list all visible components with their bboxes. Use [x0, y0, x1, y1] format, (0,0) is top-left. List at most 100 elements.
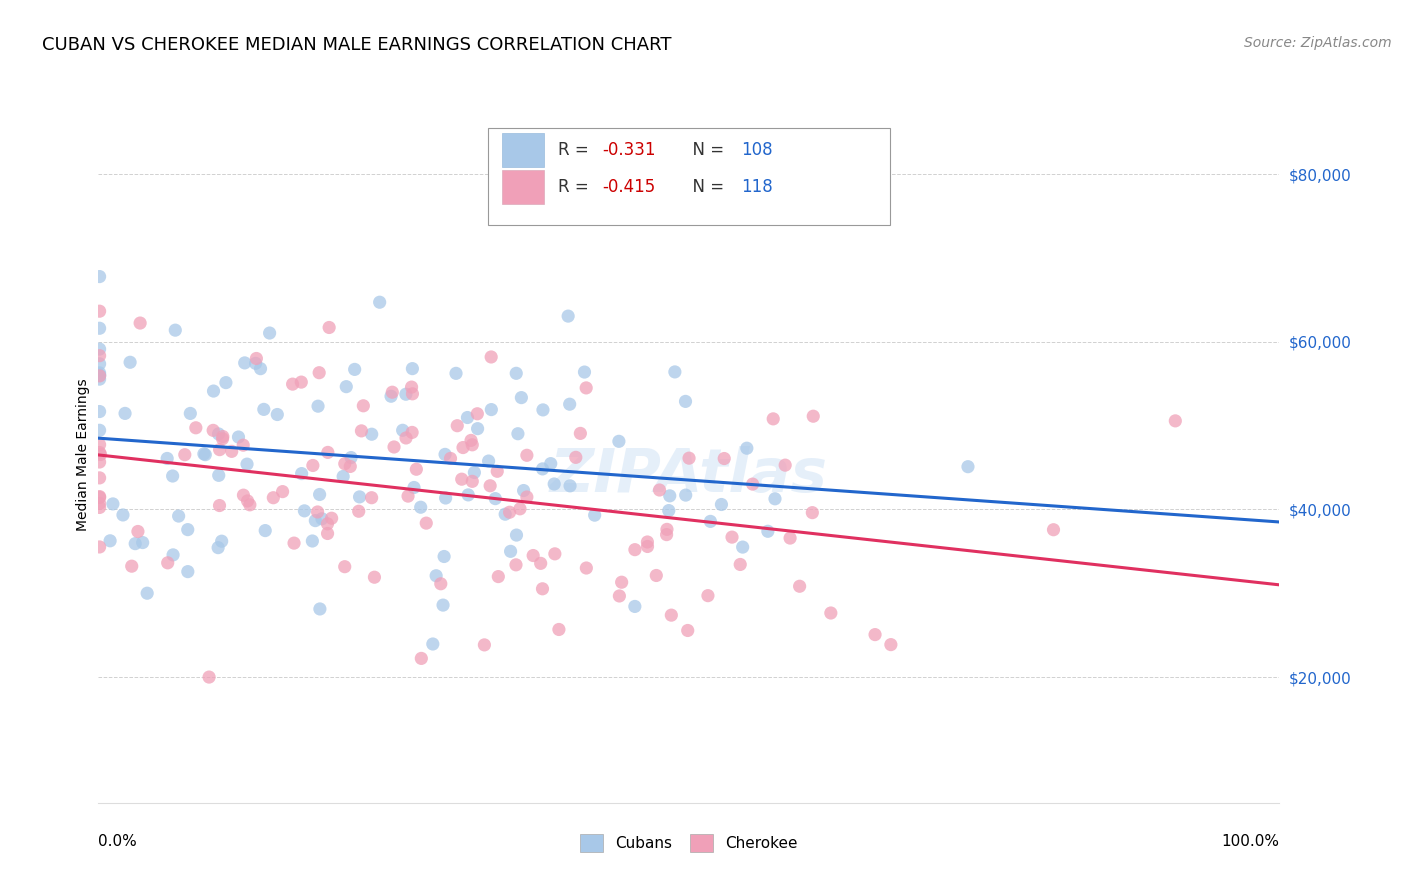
Point — [321, 511, 343, 525]
Point — [316, 516, 339, 531]
Point — [309, 602, 332, 616]
Point — [405, 462, 427, 476]
Point — [637, 540, 659, 554]
Point — [232, 438, 254, 452]
Point — [762, 412, 785, 426]
Point — [239, 498, 262, 512]
Point — [254, 524, 277, 538]
Point — [177, 565, 200, 579]
Point — [433, 549, 456, 564]
Point — [136, 586, 159, 600]
Point — [756, 524, 779, 539]
Point — [90, 447, 112, 461]
Point — [543, 477, 565, 491]
Point — [236, 494, 259, 508]
Point — [516, 448, 538, 462]
Point — [516, 490, 538, 504]
Point — [801, 506, 824, 520]
Point — [607, 434, 630, 449]
Point — [89, 404, 111, 418]
Point — [208, 499, 231, 513]
Point — [215, 376, 238, 390]
Point — [575, 381, 598, 395]
Point — [121, 559, 143, 574]
Point — [460, 434, 482, 448]
Point — [655, 522, 678, 536]
Point — [479, 479, 502, 493]
Point — [339, 459, 361, 474]
Point — [779, 531, 801, 545]
Point — [801, 409, 824, 424]
Point — [396, 489, 419, 503]
Point — [184, 421, 207, 435]
Point — [789, 579, 811, 593]
Point — [544, 547, 567, 561]
Point — [499, 544, 522, 558]
Point — [710, 498, 733, 512]
Point — [127, 524, 149, 539]
Point — [479, 402, 502, 417]
Point — [401, 425, 423, 440]
Point — [382, 440, 405, 454]
Point — [308, 366, 330, 380]
Point — [531, 403, 554, 417]
Point — [114, 406, 136, 420]
Point — [675, 488, 697, 502]
Point — [548, 623, 571, 637]
Text: 100.0%: 100.0% — [1222, 834, 1279, 849]
Point — [505, 528, 527, 542]
Point — [531, 462, 554, 476]
Point — [655, 527, 678, 541]
Point — [352, 399, 374, 413]
Point — [198, 670, 221, 684]
FancyBboxPatch shape — [502, 170, 544, 203]
Point — [434, 491, 457, 505]
Point — [211, 432, 233, 446]
Point — [505, 558, 527, 572]
Point — [735, 441, 758, 455]
Point — [89, 342, 111, 356]
Text: -0.331: -0.331 — [603, 141, 657, 159]
Point — [512, 483, 534, 498]
Point — [316, 526, 339, 541]
Point — [380, 389, 402, 403]
Point — [432, 598, 454, 612]
Point — [583, 508, 606, 523]
Point — [89, 491, 111, 505]
Point — [304, 514, 326, 528]
Point — [478, 454, 501, 468]
Point — [89, 423, 111, 437]
Point — [505, 367, 527, 381]
Point — [262, 491, 284, 505]
Point — [486, 569, 509, 583]
Point — [232, 488, 254, 502]
Point — [461, 475, 484, 489]
Point — [446, 418, 468, 433]
Point — [645, 568, 668, 582]
Point — [558, 479, 581, 493]
Point — [249, 361, 271, 376]
Point — [540, 457, 562, 471]
Point — [624, 599, 647, 614]
Point — [89, 304, 111, 318]
Point — [659, 608, 682, 623]
Point — [193, 447, 215, 461]
Point — [350, 424, 373, 438]
Point — [360, 427, 382, 442]
Point — [208, 442, 231, 457]
Point — [308, 487, 330, 501]
Point — [347, 504, 370, 518]
Point — [465, 407, 488, 421]
Point — [422, 637, 444, 651]
Point — [111, 508, 134, 522]
FancyBboxPatch shape — [502, 134, 544, 167]
Point — [1042, 523, 1064, 537]
Point — [575, 561, 598, 575]
Point — [391, 423, 413, 437]
Point — [228, 430, 250, 444]
Point — [343, 362, 366, 376]
Point — [318, 320, 340, 334]
Point — [89, 490, 111, 504]
Point — [728, 558, 751, 572]
Point — [820, 606, 842, 620]
